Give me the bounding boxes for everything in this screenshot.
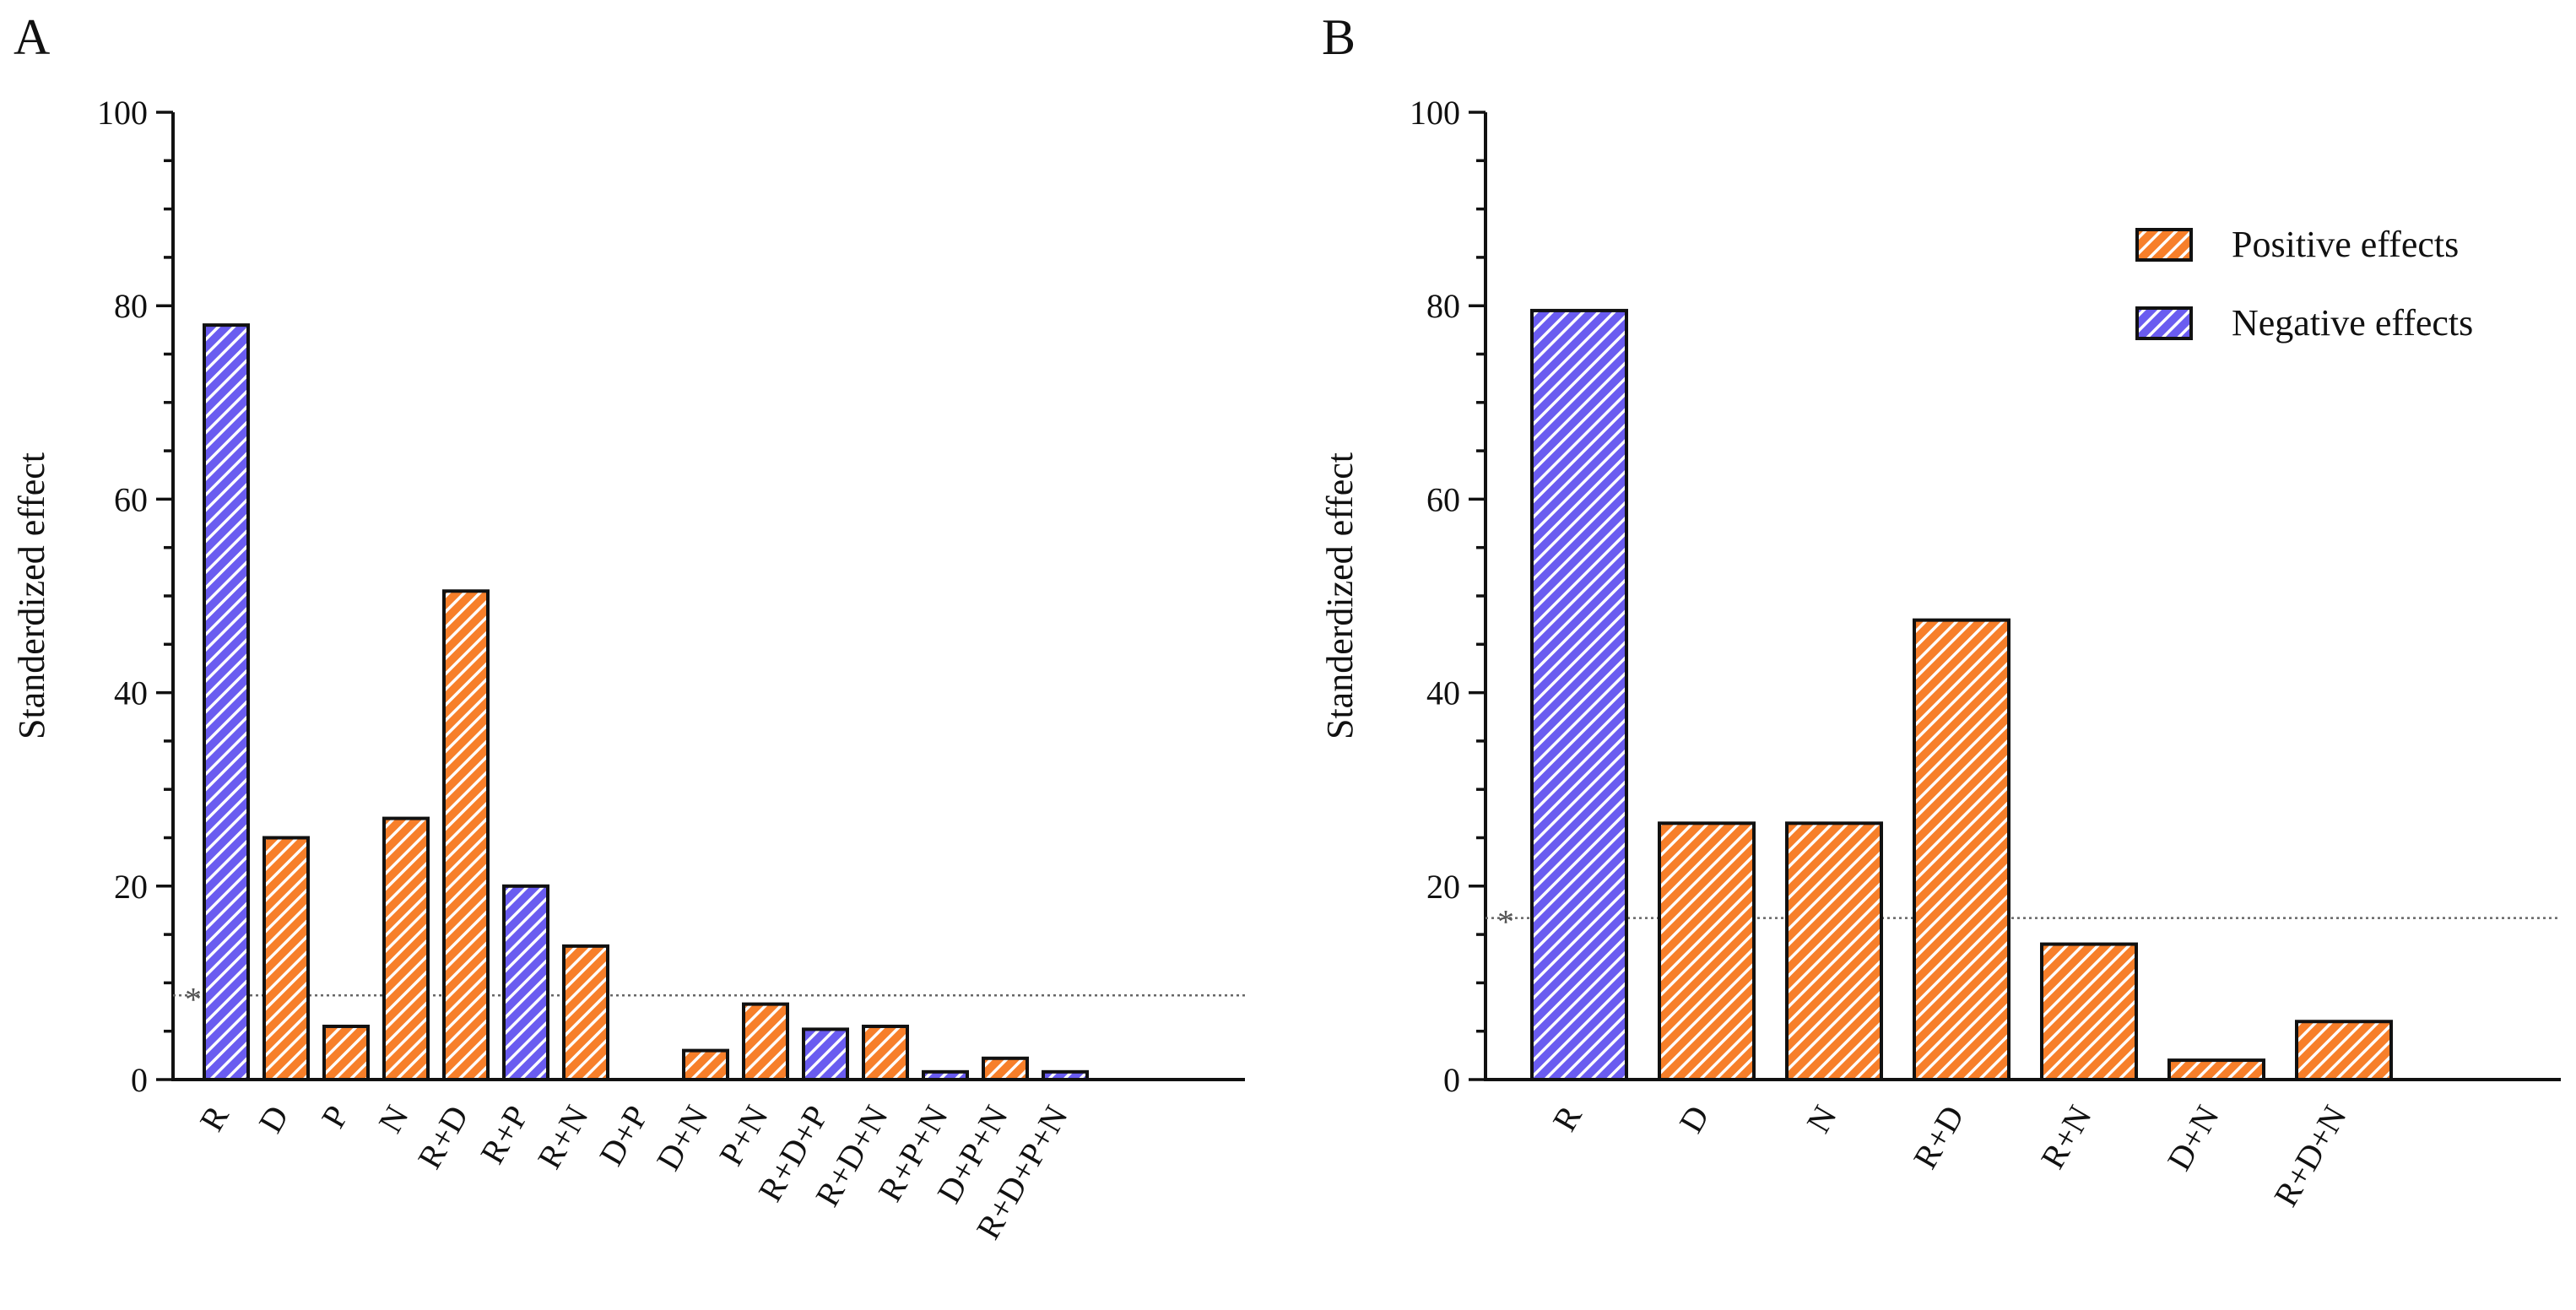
panel-b-category-label: R+D+N (2266, 1099, 2354, 1213)
panel-a-category-label: N (371, 1099, 415, 1139)
panel-a-bar-r-p-n (922, 1069, 969, 1082)
panel-a-category-label: R+P (473, 1099, 536, 1170)
panel-b-bar-d-n (2167, 1058, 2265, 1081)
panel-b-significance-marker: * (1497, 903, 1514, 941)
panel-a-letter: A (14, 9, 50, 65)
panel-b-bar-r-d-n (2295, 1020, 2393, 1081)
panel-a-category-label: R+D (410, 1099, 476, 1175)
panel-a-y-tick-label: 20 (114, 868, 148, 906)
legend-label-positive: Positive effects (2232, 224, 2459, 265)
panel-b-y-tick-label: 60 (1426, 480, 1460, 518)
panel-b-y-axis-title: Standerdized effect (1319, 452, 1361, 739)
panel-a-bar-r (203, 323, 250, 1081)
panel-a-bar-r-d-p-n (1042, 1069, 1089, 1082)
legend-swatch-negative (2135, 306, 2193, 340)
panel-a-bar-d-n (682, 1048, 729, 1081)
panel-a-bar-r-p (502, 884, 549, 1082)
panel-b-letter: B (1322, 9, 1356, 65)
legend-swatch-positive (2135, 228, 2193, 262)
panel-b-bar-r-d (1913, 618, 2010, 1081)
panel-a-significance-marker: * (185, 980, 202, 1018)
panel-a-category-label: R+N (530, 1099, 596, 1175)
panel-a-bar-d-p-n (982, 1056, 1029, 1081)
panel-a-y-tick-label: 100 (97, 94, 148, 132)
panel-b-category-label: N (1799, 1099, 1843, 1139)
panel-b-bar-r (1530, 308, 1628, 1081)
legend-label-negative: Negative effects (2232, 302, 2473, 344)
panel-a-bar-r-d (442, 589, 490, 1081)
panel-a-bar-p-n (742, 1002, 789, 1082)
panel-a-y-tick-label: 40 (114, 674, 148, 712)
panel-a-category-label: D+P (592, 1099, 656, 1172)
panel-a-bar-r-d-p (802, 1027, 849, 1081)
panel-a-bar-r-n (562, 944, 609, 1082)
panel-b-y-tick-label: 40 (1426, 674, 1460, 712)
panel-b-category-label: D+N (2160, 1099, 2227, 1177)
panel-b-category-label: R (1545, 1099, 1588, 1138)
panel-a-category-label: R (192, 1099, 235, 1138)
panel-a-bar-p (322, 1024, 370, 1081)
panel-a-y-tick-label: 60 (114, 480, 148, 518)
panel-a-bar-r-d-n (862, 1024, 909, 1081)
legend: Positive effects Negative effects (2135, 224, 2473, 344)
panel-a-y-axis-title: Standerdized effect (11, 452, 52, 739)
panel-b-y-tick-label: 0 (1443, 1061, 1460, 1099)
panel-a-bar-n (382, 816, 430, 1082)
panel-a-category-label: D (251, 1099, 295, 1139)
panel-a-category-label: P (314, 1099, 356, 1134)
panel-b-y-tick-label: 100 (1410, 94, 1460, 132)
panel-b-bar-r-n (2040, 942, 2138, 1082)
panel-b-category-label: R+D (1906, 1099, 1972, 1175)
panel-b-bar-n (1785, 821, 1883, 1081)
panel-b-bar-d (1658, 821, 1756, 1081)
panel-b-category-label: D (1671, 1099, 1716, 1139)
panel-a-y-tick-label: 0 (131, 1061, 148, 1099)
panel-a-category-label: D+N (649, 1099, 716, 1177)
panel-a-bar-d (262, 836, 310, 1081)
panel-b-chart: B Positive effects Negative effects 0 20 40… (1319, 9, 2561, 1213)
panel-b-y-tick-label: 20 (1426, 868, 1460, 906)
panel-a-y-tick-label: 80 (114, 287, 148, 325)
panel-b-category-label: R+N (2033, 1099, 2099, 1175)
panel-b-y-tick-label: 80 (1426, 287, 1460, 325)
